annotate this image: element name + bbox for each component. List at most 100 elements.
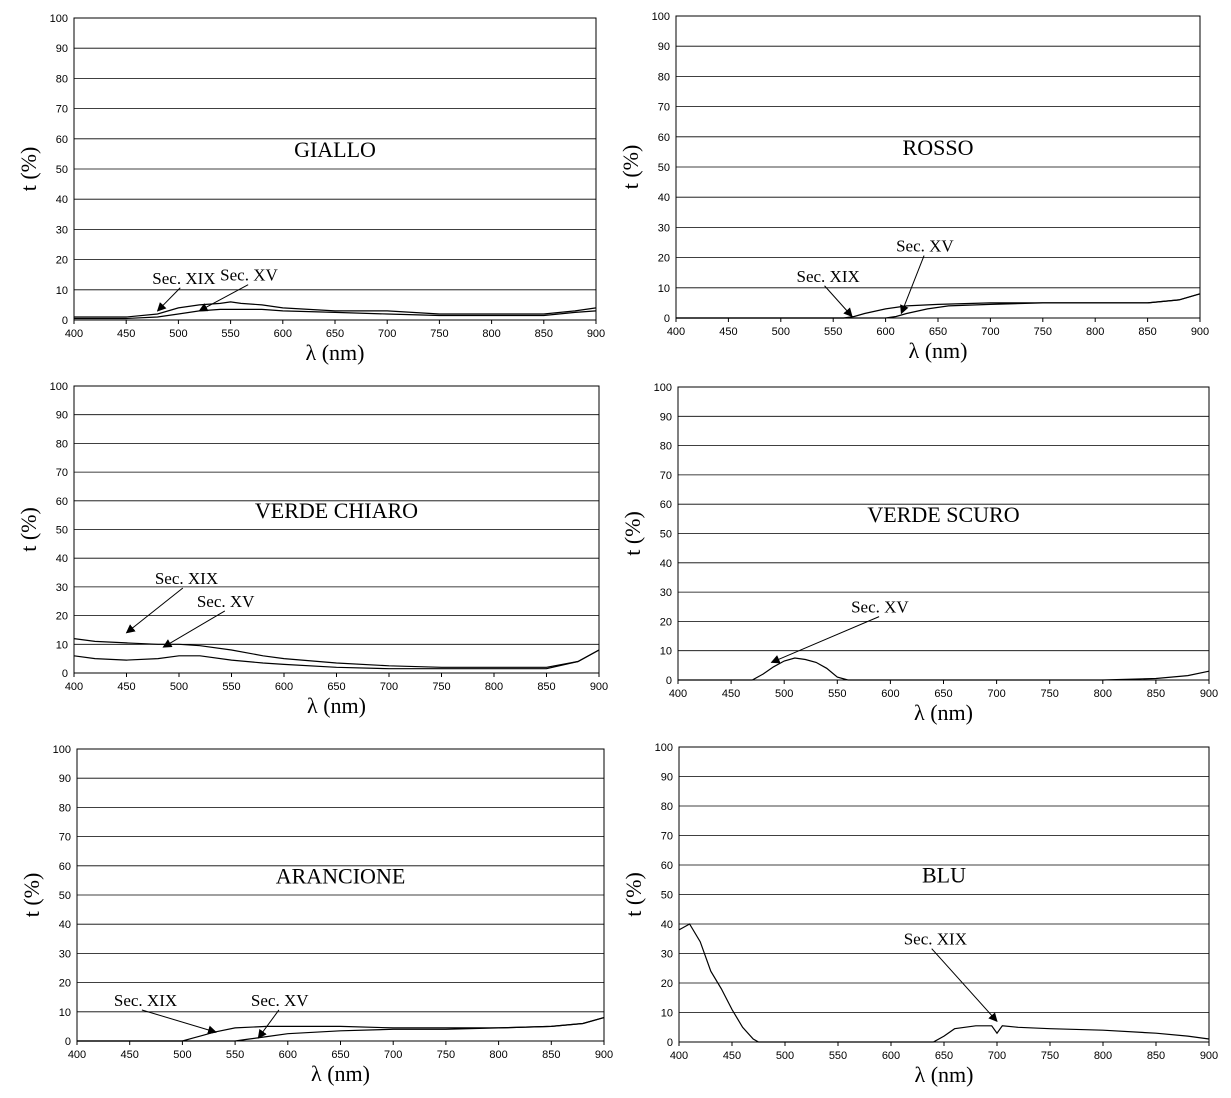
y-tick-label: 30 [660, 587, 672, 599]
x-tick-label: 400 [65, 681, 83, 693]
x-tick-label: 750 [1041, 1050, 1059, 1062]
y-tick-label: 70 [661, 831, 673, 843]
y-axis-label: t (%) [618, 145, 643, 190]
x-tick-label: 600 [876, 326, 894, 338]
x-tick-label: 650 [929, 326, 947, 338]
x-axis-label: λ (nm) [914, 700, 973, 725]
y-tick-label: 30 [56, 224, 68, 236]
x-tick-label: 650 [331, 1049, 349, 1061]
annotation-arrow [770, 616, 880, 664]
x-tick-label: 500 [169, 328, 187, 340]
x-tick-label: 400 [68, 1049, 86, 1061]
x-tick-label: 500 [775, 688, 793, 700]
y-tick-label: 90 [661, 772, 673, 784]
y-tick-label: 10 [56, 285, 68, 297]
series-line-1 [678, 923, 1210, 1043]
y-axis-label: t (%) [620, 511, 645, 556]
x-tick-label: 500 [173, 1049, 191, 1061]
x-tick-label: 850 [535, 328, 553, 340]
y-tick-label: 40 [56, 194, 68, 206]
x-tick-label: 400 [670, 1050, 688, 1062]
y-tick-label: 100 [53, 744, 71, 756]
x-tick-label: 600 [274, 328, 292, 340]
series-line-2 [73, 649, 600, 670]
y-tick-label: 100 [654, 382, 672, 394]
x-tick-label: 650 [327, 681, 345, 693]
annotation-arrow [900, 255, 925, 315]
x-tick-label: 850 [542, 1049, 560, 1061]
x-axis-label: λ (nm) [915, 1062, 974, 1087]
y-tick-label: 50 [56, 525, 68, 537]
series-line-1 [676, 293, 1201, 319]
x-tick-label: 500 [170, 681, 188, 693]
y-tick-label: 70 [660, 470, 672, 482]
x-tick-label: 400 [65, 328, 83, 340]
x-tick-label: 400 [667, 326, 685, 338]
chart-6: 0 10 20 30 40 50 60 70 80 90 100 400 450 500 550 600 650… [621, 742, 1218, 1087]
annotation-arrow [931, 948, 998, 1023]
y-tick-label: 90 [658, 41, 670, 53]
x-tick-label: 900 [1200, 1050, 1218, 1062]
y-tick-label: 0 [667, 1037, 673, 1049]
annotation-label: Sec. XIX [904, 930, 967, 949]
annotation-label: Sec. XV [220, 266, 278, 285]
x-tick-label: 700 [987, 688, 1005, 700]
x-tick-label: 800 [489, 1049, 507, 1061]
annotation-arrow [824, 285, 853, 318]
chart-title: ROSSO [903, 135, 974, 160]
x-tick-label: 450 [117, 681, 135, 693]
y-tick-label: 70 [59, 832, 71, 844]
x-tick-label: 550 [222, 681, 240, 693]
x-tick-label: 800 [1094, 688, 1112, 700]
y-tick-label: 20 [658, 253, 670, 265]
y-tick-label: 50 [56, 164, 68, 176]
chart-3: 0 10 20 30 40 50 60 70 80 90 100 400 450 500 550 600 650… [16, 381, 608, 718]
chart-title: BLU [922, 863, 966, 888]
chart-title: ARANCIONE [276, 863, 406, 888]
y-tick-label: 90 [660, 411, 672, 423]
y-tick-label: 50 [658, 162, 670, 174]
y-tick-label: 50 [59, 890, 71, 902]
x-tick-label: 600 [882, 1050, 900, 1062]
y-tick-label: 40 [658, 192, 670, 204]
x-tick-label: 750 [1041, 688, 1059, 700]
chart-title: VERDE SCURO [867, 502, 1019, 527]
y-tick-label: 50 [661, 890, 673, 902]
series-line-2 [676, 293, 1201, 319]
x-tick-label: 750 [1034, 326, 1052, 338]
chart-5: 0 10 20 30 40 50 60 70 80 90 100 400 450 500 550 600 650… [19, 744, 613, 1086]
x-tick-label: 650 [935, 1050, 953, 1062]
y-axis-label: t (%) [16, 507, 41, 552]
annotation-arrow [141, 1009, 217, 1035]
annotation-arrow [257, 1009, 280, 1039]
y-tick-label: 60 [660, 499, 672, 511]
series-line-1 [77, 1017, 605, 1042]
annotation-arrow [125, 587, 184, 634]
x-tick-label: 700 [378, 328, 396, 340]
x-tick-label: 450 [117, 328, 135, 340]
x-tick-label: 550 [226, 1049, 244, 1061]
y-tick-label: 20 [56, 611, 68, 623]
series-line-1 [74, 301, 597, 318]
x-tick-label: 450 [722, 688, 740, 700]
y-tick-label: 30 [661, 949, 673, 961]
x-tick-label: 800 [1086, 326, 1104, 338]
x-axis-label: λ (nm) [307, 693, 366, 718]
y-tick-label: 50 [660, 529, 672, 541]
y-tick-label: 60 [658, 132, 670, 144]
y-tick-label: 10 [658, 283, 670, 295]
x-tick-label: 700 [988, 1050, 1006, 1062]
x-tick-label: 750 [432, 681, 450, 693]
x-tick-label: 550 [824, 326, 842, 338]
series-line-1 [678, 657, 1210, 681]
x-tick-label: 800 [482, 328, 500, 340]
y-tick-label: 100 [655, 742, 673, 754]
y-tick-label: 30 [56, 582, 68, 594]
x-tick-label: 400 [669, 688, 687, 700]
y-tick-label: 90 [59, 773, 71, 785]
annotation-label: Sec. XIX [797, 267, 860, 286]
y-axis-label: t (%) [16, 147, 41, 192]
y-tick-label: 40 [59, 919, 71, 931]
series-line-2 [74, 308, 597, 320]
